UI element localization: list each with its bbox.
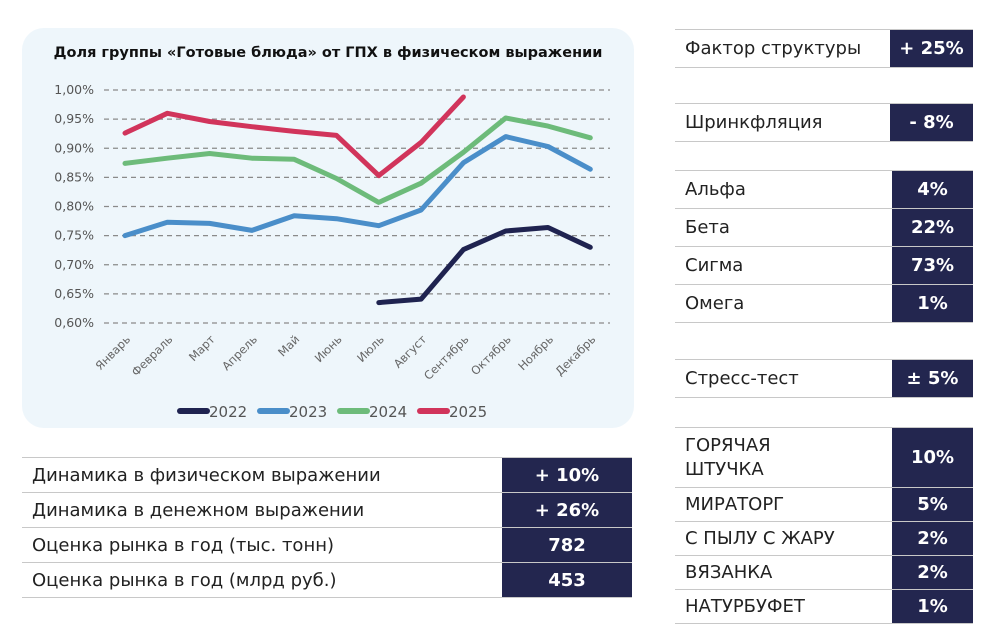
summary-label: Динамика в физическом выражении: [32, 464, 381, 486]
y-tick-label: 1,00%: [54, 82, 94, 97]
brand-value: 10%: [892, 428, 973, 487]
x-tick-label: Март: [186, 332, 218, 364]
summary-row: Оценка рынка в год (млрд руб.) 453: [22, 563, 632, 598]
x-tick-label: Сентябрь: [421, 332, 472, 383]
x-tick-label: Январь: [93, 332, 134, 373]
y-tick-label: 0,80%: [54, 199, 94, 214]
chart-card: Доля группы «Готовые блюда» от ГПХ в физ…: [22, 28, 634, 428]
brand-label: ВЯЗАНКА: [685, 562, 773, 583]
stress-row: Стресс-тест ± 5%: [675, 360, 973, 398]
shrink-row: Шринкфляция - 8%: [675, 104, 973, 142]
summary-label: Оценка рынка в год (млрд руб.): [32, 569, 337, 591]
shrink-table: Шринкфляция - 8%: [675, 103, 973, 142]
brand-row: ВЯЗАНКА 2%: [675, 556, 973, 590]
y-tick-label: 0,70%: [54, 257, 94, 272]
series-line-2025: [122, 94, 466, 179]
brand-row: ГОРЯЧАЯ ШТУЧКА 10%: [675, 428, 973, 488]
brand-row: НАТУРБУФЕТ 1%: [675, 590, 973, 624]
summary-label: Оценка рынка в год (тыс. тонн): [32, 534, 335, 556]
y-tick-label: 0,85%: [54, 169, 94, 184]
x-tick-label: Июнь: [312, 332, 345, 365]
factor-table: Фактор структуры + 25%: [675, 29, 973, 68]
segment-value: 73%: [892, 247, 973, 284]
segment-row: Альфа 4%: [675, 171, 973, 209]
x-tick-label: Август: [391, 332, 430, 371]
x-tick-label: Октябрь: [468, 332, 514, 378]
segment-label: Омега: [685, 293, 745, 314]
segment-label: Альфа: [685, 179, 746, 200]
summary-value: + 26%: [502, 493, 632, 527]
brand-value: 5%: [892, 488, 973, 521]
summary-table: Динамика в физическом выражении + 10% Дин…: [22, 457, 632, 598]
y-tick-label: 0,60%: [54, 315, 94, 330]
line-chart: 0,60% 0,65% 0,70% 0,75% 0,80% 0,85% 0,90% 0,95%…: [54, 82, 610, 421]
series-line-2023: [122, 134, 593, 239]
legend-label-2022: 2022: [209, 403, 247, 421]
x-tick-label: Февраль: [129, 332, 176, 379]
brand-value: 2%: [892, 556, 973, 589]
series-line-2024: [122, 115, 593, 205]
summary-row: Динамика в денежном выражении + 26%: [22, 493, 632, 528]
brand-label: ГОРЯЧАЯ ШТУЧКА: [685, 435, 771, 480]
y-tick-label: 0,95%: [54, 111, 94, 126]
summary-value: + 10%: [502, 458, 632, 492]
summary-row: Оценка рынка в год (тыс. тонн) 782: [22, 528, 632, 563]
legend-label-2025: 2025: [449, 403, 487, 421]
shrink-value: - 8%: [890, 104, 973, 141]
y-tick-label: 0,65%: [54, 286, 94, 301]
brand-row: МИРАТОРГ 5%: [675, 488, 973, 522]
segment-row: Сигма 73%: [675, 247, 973, 285]
brand-label: НАТУРБУФЕТ: [685, 596, 805, 617]
y-tick-label: 0,90%: [54, 140, 94, 155]
segment-value: 1%: [892, 285, 973, 322]
stress-value: ± 5%: [892, 360, 973, 397]
summary-value: 782: [502, 528, 632, 562]
factor-label: Фактор структуры: [685, 38, 862, 59]
segment-row: Омега 1%: [675, 285, 973, 323]
x-tick-label: Май: [275, 332, 302, 359]
y-tick-label: 0,75%: [54, 228, 94, 243]
stress-table: Стресс-тест ± 5%: [675, 359, 973, 398]
legend-label-2024: 2024: [369, 403, 407, 421]
segments-table: Альфа 4% Бета 22% Сигма 73% Омега 1%: [675, 170, 973, 323]
segment-value: 4%: [892, 171, 973, 208]
legend-label-2023: 2023: [289, 403, 327, 421]
x-tick-label: Апрель: [219, 332, 260, 373]
shrink-label: Шринкфляция: [685, 112, 823, 133]
brands-table: ГОРЯЧАЯ ШТУЧКА 10% МИРАТОРГ 5% С ПЫЛУ С ЖА…: [675, 427, 973, 624]
brand-row: С ПЫЛУ С ЖАРУ 2%: [675, 522, 973, 556]
brand-label: МИРАТОРГ: [685, 494, 785, 515]
segment-value: 22%: [892, 209, 973, 246]
summary-row: Динамика в физическом выражении + 10%: [22, 458, 632, 493]
segment-row: Бета 22%: [675, 209, 973, 247]
x-tick-label: Ноябрь: [515, 332, 556, 373]
summary-value: 453: [502, 563, 632, 597]
x-tick-label: Июль: [354, 332, 387, 365]
factor-row: Фактор структуры + 25%: [675, 30, 973, 68]
chart-title: Доля группы «Готовые блюда» от ГПХ в физ…: [53, 45, 603, 61]
segment-label: Бета: [685, 217, 730, 238]
brand-value: 2%: [892, 522, 973, 555]
brand-value: 1%: [892, 590, 973, 623]
x-tick-label: Декабрь: [552, 332, 598, 378]
stress-label: Стресс-тест: [685, 368, 799, 389]
summary-label: Динамика в денежном выражении: [32, 499, 365, 521]
factor-value: + 25%: [890, 30, 973, 67]
series-line-2022: [376, 225, 593, 306]
brand-label: С ПЫЛУ С ЖАРУ: [685, 528, 835, 549]
segment-label: Сигма: [685, 255, 744, 276]
